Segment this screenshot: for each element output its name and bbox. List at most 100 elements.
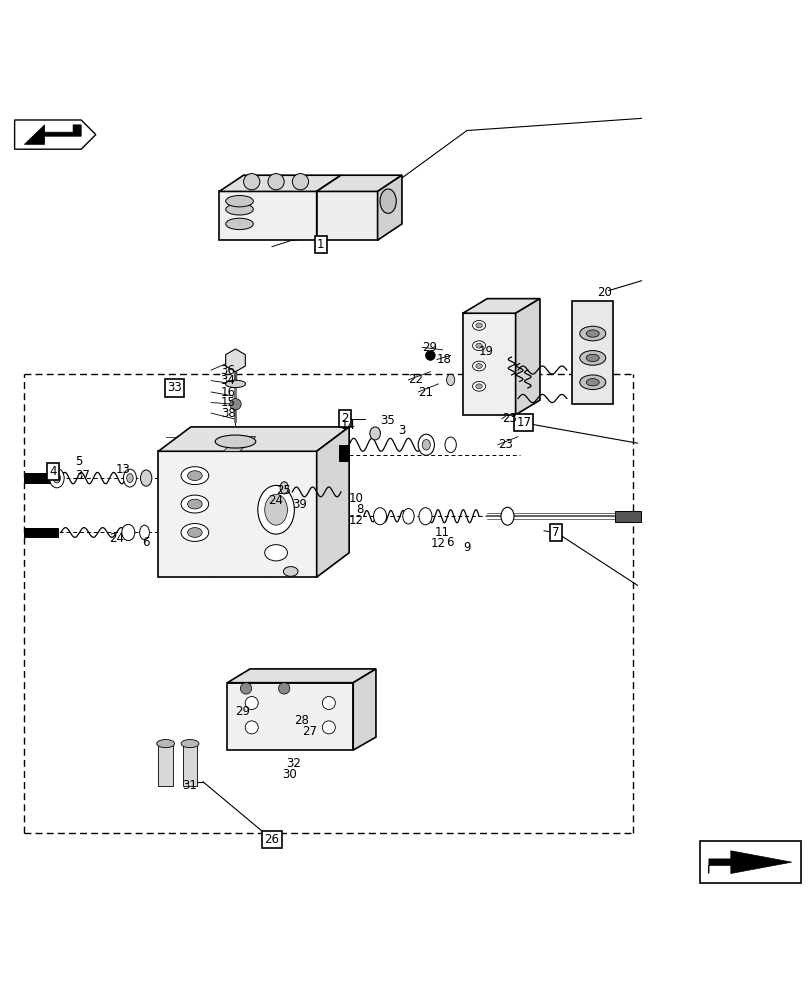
Ellipse shape [181,740,199,748]
Polygon shape [223,437,255,451]
Ellipse shape [283,567,298,576]
Text: 7: 7 [551,526,560,539]
Bar [158,745,173,786]
Ellipse shape [446,374,454,386]
Ellipse shape [187,471,202,481]
Text: 29: 29 [235,705,250,718]
Ellipse shape [472,321,485,330]
Circle shape [292,174,308,190]
Text: 22: 22 [408,373,423,386]
Ellipse shape [373,508,386,525]
Bar [24,528,58,537]
Polygon shape [219,175,341,191]
Ellipse shape [579,326,605,341]
Ellipse shape [181,495,208,513]
Text: 13: 13 [116,463,131,476]
Bar [615,511,641,522]
Circle shape [322,721,335,734]
Text: 17: 17 [516,416,530,429]
Ellipse shape [280,482,288,494]
Text: 36: 36 [221,364,235,377]
Polygon shape [515,299,539,415]
Circle shape [243,174,260,190]
Text: 25: 25 [276,484,290,497]
Text: 6: 6 [142,536,149,549]
Text: 12: 12 [430,537,444,550]
Ellipse shape [402,509,414,524]
Ellipse shape [225,218,253,230]
Polygon shape [227,669,375,683]
Text: 23: 23 [497,438,512,451]
Text: 1: 1 [316,238,324,251]
Text: 26: 26 [264,833,279,846]
Bar [24,473,58,483]
Text: 15: 15 [221,396,235,409]
Ellipse shape [586,330,599,337]
Ellipse shape [54,473,60,483]
Ellipse shape [139,525,149,540]
Circle shape [278,683,290,694]
Text: 11: 11 [434,526,448,539]
Ellipse shape [418,508,431,525]
Text: 31: 31 [182,779,197,792]
Polygon shape [15,120,96,149]
Ellipse shape [475,343,482,348]
Ellipse shape [181,467,208,485]
Polygon shape [316,175,341,240]
Text: 14: 14 [341,419,355,432]
Polygon shape [377,175,401,240]
Text: 23: 23 [501,412,516,425]
Polygon shape [572,301,612,404]
Ellipse shape [127,474,133,483]
Polygon shape [316,175,401,191]
Text: 24: 24 [268,493,282,506]
Ellipse shape [579,375,605,390]
Text: 39: 39 [292,498,307,511]
Ellipse shape [264,494,287,525]
Ellipse shape [225,380,245,388]
Text: 29: 29 [422,341,436,354]
Text: 30: 30 [282,768,297,781]
Circle shape [425,351,435,360]
Ellipse shape [586,379,599,386]
Ellipse shape [472,361,485,371]
Polygon shape [462,313,515,415]
Ellipse shape [475,384,482,389]
Polygon shape [219,191,316,240]
Polygon shape [462,299,539,313]
Text: 27: 27 [302,725,316,738]
Ellipse shape [380,189,396,213]
Ellipse shape [475,364,482,368]
Circle shape [245,697,258,709]
Ellipse shape [225,196,253,207]
Text: 20: 20 [596,286,611,299]
Polygon shape [24,125,81,144]
Text: 32: 32 [286,757,301,770]
Ellipse shape [369,427,380,440]
Text: 10: 10 [349,492,363,505]
Ellipse shape [500,507,513,525]
Ellipse shape [579,351,605,365]
Polygon shape [158,427,349,451]
Bar [699,841,800,883]
Text: 12: 12 [349,514,363,527]
Polygon shape [158,451,316,577]
Ellipse shape [187,528,202,537]
Text: 34: 34 [221,374,235,387]
Ellipse shape [475,323,482,328]
Polygon shape [225,349,245,372]
Ellipse shape [422,440,430,450]
Circle shape [245,721,258,734]
Text: 38: 38 [221,407,235,420]
Ellipse shape [586,354,599,362]
Text: 24: 24 [109,532,124,545]
Polygon shape [353,669,375,750]
Ellipse shape [472,341,485,351]
Text: 16: 16 [221,386,235,399]
Ellipse shape [215,435,255,448]
Polygon shape [316,427,349,577]
Ellipse shape [157,740,174,748]
Circle shape [322,697,335,709]
Text: 28: 28 [294,714,308,727]
Text: 8: 8 [356,503,363,516]
